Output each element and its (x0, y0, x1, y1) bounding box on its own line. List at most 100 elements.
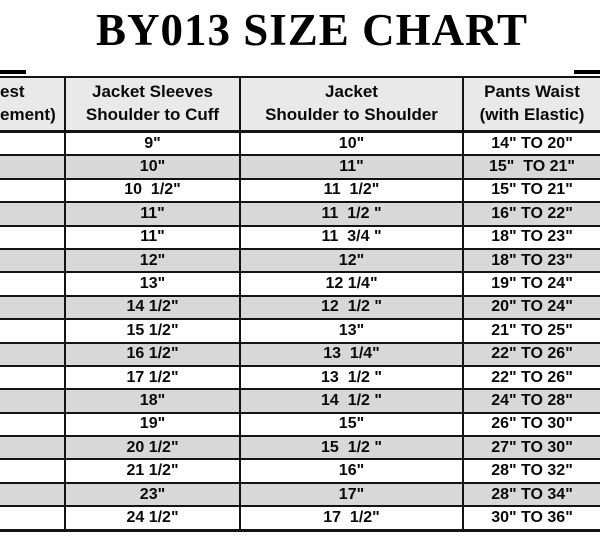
col-header-line: ement) (0, 105, 56, 124)
table-cell: 14 1/2" (64, 294, 241, 321)
table-row: 9" 10" 14" TO 20" (0, 130, 600, 157)
table-cell: 22" TO 26" (462, 364, 600, 391)
col-header-line: est (0, 82, 25, 101)
table-cell: 22" TO 26" (462, 341, 600, 367)
table-cell: 9" (64, 130, 241, 157)
table-row: 14 1/2" 12 1/2 " 20" TO 24" (0, 294, 600, 321)
table-cell: 15" (239, 411, 464, 438)
table-cell (0, 411, 66, 438)
table-cell (0, 271, 66, 297)
table-cell: 15 1/2" (64, 318, 241, 344)
table-row: 18" 14 1/2 " 24" TO 28" (0, 388, 600, 414)
table-cell: 11" (64, 224, 241, 250)
table-row: 21 1/2" 16" 28" TO 32" (0, 458, 600, 484)
table-cell: 16 1/2" (64, 341, 241, 367)
table-cell (0, 294, 66, 321)
table-cell: 15 1/2 " (239, 435, 464, 461)
table-row: 11" 11 3/4 " 18" TO 23" (0, 224, 600, 250)
table-cell: 12 1/4" (239, 271, 464, 297)
header-row: est ement) Jacket Sleeves Shoulder to Cu… (0, 76, 600, 133)
table-cell (0, 177, 66, 204)
table-row: 15 1/2" 13" 21" TO 25" (0, 318, 600, 344)
table-cell (0, 318, 66, 344)
table-cell (0, 435, 66, 461)
col-header-jacket-sleeves: Jacket Sleeves Shoulder to Cuff (64, 76, 241, 133)
col-header-line: (with Elastic) (479, 105, 585, 124)
table-row: 19" 15" 26" TO 30" (0, 411, 600, 438)
table-cell (0, 247, 66, 274)
table-row: 12" 12" 18" TO 23" (0, 247, 600, 274)
col-header-line: Jacket Sleeves (92, 82, 213, 101)
table-row: 10 1/2" 11 1/2" 15" TO 21" (0, 177, 600, 204)
table-cell: 10 1/2" (64, 177, 241, 204)
table-cell: 12" (64, 247, 241, 274)
table-cell: 24 1/2" (64, 505, 241, 532)
page-title: BY013 SIZE CHART (95, 5, 528, 55)
table-cell: 12" (239, 247, 464, 274)
table-cell (0, 201, 66, 227)
table-cell: 21" TO 25" (462, 318, 600, 344)
col-header-line: Shoulder to Shoulder (265, 105, 438, 124)
table-row: 11" 11 1/2 " 16" TO 22" (0, 201, 600, 227)
table-cell: 13 1/4" (239, 341, 464, 367)
table-cell: 17" (239, 481, 464, 508)
table-row: 13" 12 1/4" 19" TO 24" (0, 271, 600, 297)
table-cell: 28" TO 32" (462, 458, 600, 484)
top-left-edge-mark (0, 70, 26, 74)
table-cell (0, 341, 66, 367)
table-cell: 11 1/2" (239, 177, 464, 204)
table-row: 24 1/2" 17 1/2" 30" TO 36" (0, 505, 600, 532)
table-cell: 28" TO 34" (462, 481, 600, 508)
table-cell: 10" (239, 130, 464, 157)
table-cell: 26" TO 30" (462, 411, 600, 438)
size-chart-table: est ement) Jacket Sleeves Shoulder to Cu… (0, 76, 600, 532)
table-row: 16 1/2" 13 1/4" 22" TO 26" (0, 341, 600, 367)
table-row: 17 1/2" 13 1/2 " 22" TO 26" (0, 364, 600, 391)
table-row: 23" 17" 28" TO 34" (0, 481, 600, 508)
table-cell: 20 1/2" (64, 435, 241, 461)
col-header-line: Jacket (325, 82, 378, 101)
table-cell (0, 224, 66, 250)
table-cell: 15" TO 21" (462, 177, 600, 204)
table-cell: 12 1/2 " (239, 294, 464, 321)
table-cell: 18" (64, 388, 241, 414)
table-cell: 13" (64, 271, 241, 297)
top-right-edge-mark (574, 70, 600, 74)
table-cell: 20" TO 24" (462, 294, 600, 321)
table-cell: 11" (64, 201, 241, 227)
table-cell: 11 3/4 " (239, 224, 464, 250)
table-cell (0, 364, 66, 391)
table-cell: 11 1/2 " (239, 201, 464, 227)
table-cell: 24" TO 28" (462, 388, 600, 414)
table-cell: 16" (239, 458, 464, 484)
table-cell (0, 154, 66, 180)
table-cell: 17 1/2" (64, 364, 241, 391)
table-cell: 10" (64, 154, 241, 180)
table-cell: 13" (239, 318, 464, 344)
table-cell: 16" TO 22" (462, 201, 600, 227)
table-cell: 17 1/2" (239, 505, 464, 532)
size-chart-body: 9" 10" 14" TO 20" 10" 11" 15" TO 21" 10 1/2" 11… (0, 130, 600, 532)
table-cell: 18" TO 23" (462, 224, 600, 250)
table-cell: 19" TO 24" (462, 271, 600, 297)
col-header-line: Shoulder to Cuff (85, 105, 220, 124)
table-cell: 13 1/2 " (239, 364, 464, 391)
col-header-line: Pants Waist (484, 82, 580, 101)
table-cell: 11" (239, 154, 464, 180)
col-header-chest-measurement-cutoff: est ement) (0, 76, 66, 133)
table-cell: 30" TO 36" (462, 505, 600, 532)
table-cell: 27" TO 30" (462, 435, 600, 461)
table-cell (0, 388, 66, 414)
col-header-pants-waist: Pants Waist (with Elastic) (462, 76, 600, 133)
table-cell (0, 481, 66, 508)
col-header-jacket-shoulder: Jacket Shoulder to Shoulder (239, 76, 464, 133)
table-row: 20 1/2" 15 1/2 " 27" TO 30" (0, 435, 600, 461)
table-cell: 15" TO 21" (462, 154, 600, 180)
table-cell: 21 1/2" (64, 458, 241, 484)
table-cell: 14 1/2 " (239, 388, 464, 414)
table-cell (0, 458, 66, 484)
table-cell: 23" (64, 481, 241, 508)
table-cell (0, 130, 66, 157)
table-cell: 18" TO 23" (462, 247, 600, 274)
table-cell: 14" TO 20" (462, 130, 600, 157)
